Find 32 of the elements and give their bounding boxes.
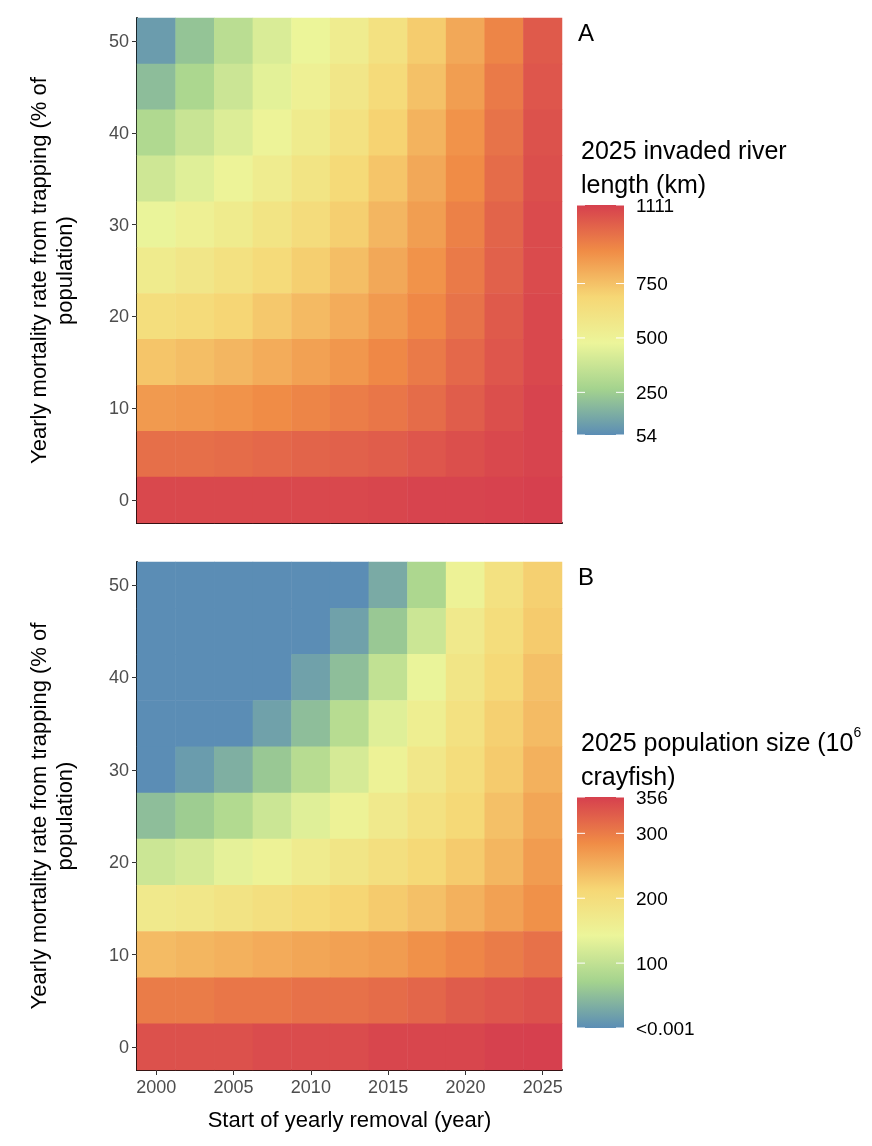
y-tick-label: 50 bbox=[108, 30, 129, 51]
y-tick-label: 20 bbox=[108, 306, 129, 327]
x-tick-label: 2015 bbox=[368, 1077, 409, 1097]
color-bar-label: 500 bbox=[636, 327, 668, 349]
y-tick-label: 50 bbox=[108, 575, 129, 596]
x-tick-label: 2010 bbox=[290, 1077, 331, 1097]
y-tick-label: 30 bbox=[108, 759, 129, 780]
y-axis-title: Yearly mortality rate from trapping (% of population) bbox=[25, 621, 77, 1010]
color-bar-label: 750 bbox=[636, 273, 668, 295]
color-bar-label: 250 bbox=[636, 381, 668, 403]
y-tick-label: 20 bbox=[108, 852, 129, 873]
color-bar-label: <0.001 bbox=[636, 1017, 695, 1039]
text: B bbox=[578, 562, 595, 590]
y-tick-label: 30 bbox=[108, 214, 129, 235]
x-tick-label: 2025 bbox=[522, 1077, 563, 1097]
y-tick-label: 40 bbox=[108, 667, 129, 688]
x-axis-title: Start of yearly removal (year) bbox=[207, 1106, 492, 1132]
x-tick-label: 2000 bbox=[136, 1077, 177, 1097]
y-tick-label: 40 bbox=[108, 122, 129, 143]
y-tick-label: 0 bbox=[118, 1036, 129, 1057]
y-tick-label: 10 bbox=[108, 944, 129, 965]
y-axis-title: Yearly mortality rate from trapping (% of population) bbox=[25, 76, 77, 464]
y-tick-label: 0 bbox=[118, 490, 129, 511]
color-bar-label: 356 bbox=[636, 786, 668, 808]
x-tick-label: 2005 bbox=[213, 1077, 254, 1097]
x-tick-label: 2020 bbox=[445, 1077, 486, 1097]
color-bar-label: 300 bbox=[636, 822, 668, 844]
color-bar-label: 54 bbox=[636, 424, 658, 446]
text: A bbox=[578, 18, 595, 46]
color-bar-label: 200 bbox=[636, 887, 668, 909]
y-tick-label: 10 bbox=[108, 398, 129, 419]
color-bar-label: 100 bbox=[636, 952, 668, 974]
